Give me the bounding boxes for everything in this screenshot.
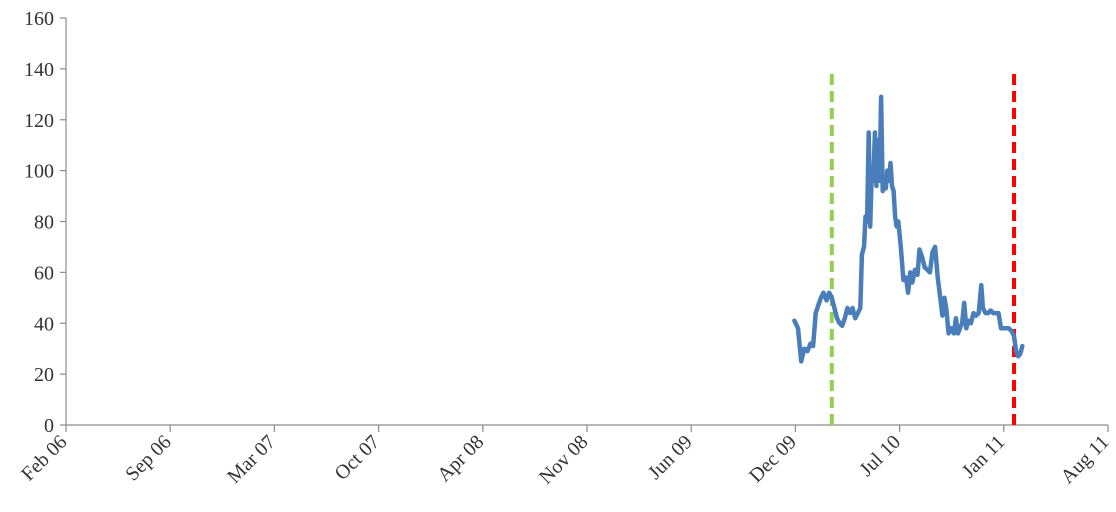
x-tick-label: Feb 06 — [17, 431, 71, 485]
x-tick-label: Nov 08 — [535, 431, 593, 489]
y-tick-label: 20 — [34, 364, 54, 386]
x-tick-label: Jul 10 — [855, 431, 905, 481]
x-tick-label: Oct 07 — [330, 431, 384, 485]
y-tick-labels: 0 20 40 60 80 100 120 140 160 — [24, 8, 54, 437]
x-tick-label: Mar 07 — [223, 431, 280, 488]
x-tick-label: Aug 11 — [1056, 431, 1113, 488]
y-tick-label: 60 — [34, 262, 54, 284]
series-line-1 — [792, 94, 1025, 364]
y-tick-label: 80 — [34, 212, 54, 234]
x-tick-label: Jan 11 — [958, 431, 1010, 483]
x-tick-label: Dec 09 — [745, 431, 801, 487]
y-tick-label: 120 — [24, 110, 54, 132]
y-tick-label: 100 — [24, 161, 54, 183]
axes — [60, 17, 1109, 432]
x-tick-label: Jun 09 — [644, 431, 697, 484]
x-tick-labels: Feb 06 Sep 06 Mar 07 Oct 07 Apr 08 Nov 08 Jun … — [17, 431, 1113, 489]
y-tick-label: 160 — [24, 8, 54, 30]
x-tick-label: Apr 08 — [433, 431, 488, 486]
y-tick-label: 140 — [24, 59, 54, 81]
y-tick-label: 0 — [44, 415, 54, 437]
x-tick-label: Sep 06 — [121, 431, 175, 485]
vertical-marker-lines — [829, 68, 1017, 425]
series-group — [792, 94, 1025, 364]
y-tick-label: 40 — [34, 313, 54, 335]
